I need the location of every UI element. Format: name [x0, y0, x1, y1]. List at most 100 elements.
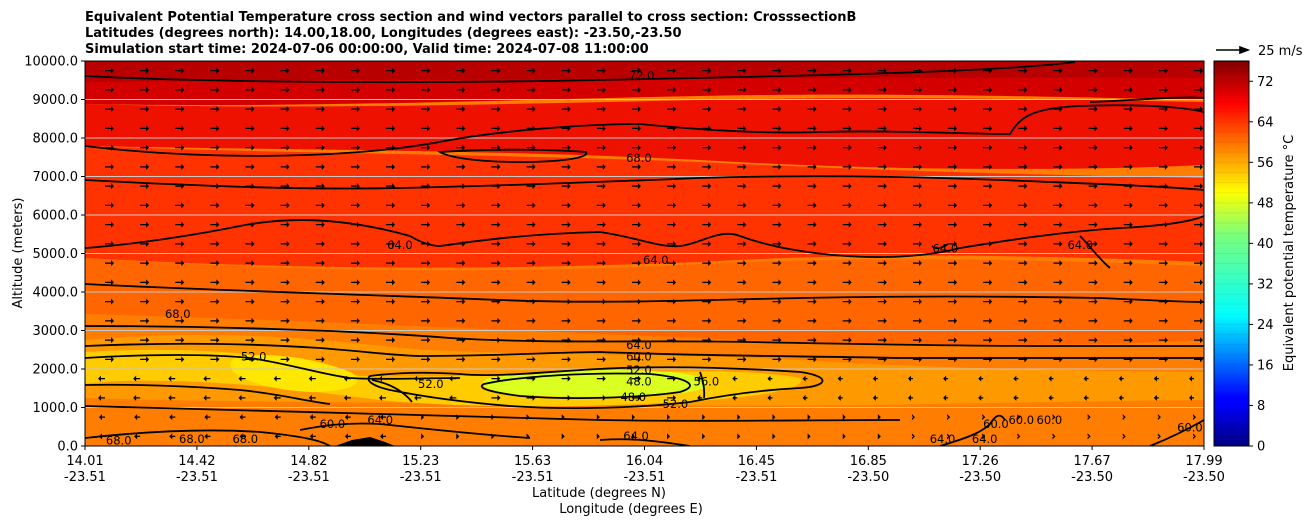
wind-vector	[737, 298, 747, 305]
wind-vector	[1158, 221, 1168, 228]
wind-vector	[315, 163, 325, 170]
wind-vector	[802, 394, 808, 401]
wind-vector	[350, 125, 360, 132]
wind-vector	[526, 317, 536, 324]
wind-vector	[561, 375, 571, 382]
wind-vector	[912, 183, 922, 190]
wind-vector	[491, 414, 495, 421]
y-tick-label: 7000.0	[33, 170, 79, 185]
wind-vector	[1088, 86, 1098, 93]
wind-vector	[1053, 356, 1063, 363]
wind-vector	[667, 279, 677, 286]
wind-vector	[737, 86, 747, 93]
wind-vector	[1083, 394, 1089, 401]
wind-vector	[1194, 221, 1203, 228]
wind-vector	[175, 183, 185, 190]
wind-vector	[210, 163, 220, 170]
wind-vector	[140, 144, 150, 151]
x-tick-label-lon: -23.50	[1071, 470, 1113, 485]
wind-vector	[912, 86, 922, 93]
wind-vector	[140, 317, 150, 324]
wind-vector	[105, 279, 114, 286]
wind-vector	[943, 394, 949, 401]
wind-vector	[737, 240, 747, 247]
contour-56a	[85, 354, 461, 380]
wind-vector	[1018, 298, 1028, 305]
wind-vector	[175, 279, 185, 286]
wind-vector	[767, 394, 773, 401]
wind-vector	[872, 394, 878, 401]
wind-vector	[842, 260, 852, 267]
wind-vector	[99, 433, 105, 440]
contour-labels: 72.068.064.064.0 64.0 64.068.052.064.060.0…	[106, 68, 1203, 446]
y-tick-label: 9000.0	[33, 93, 79, 108]
wind-vector	[491, 106, 501, 113]
wind-vector	[631, 240, 641, 247]
wind-vector	[210, 240, 220, 247]
wind-vector	[140, 337, 150, 344]
wind-vector	[421, 125, 431, 132]
wind-vector	[772, 163, 782, 170]
wind-vector	[315, 86, 325, 93]
contour-label: 68.0	[165, 307, 191, 321]
wind-vector	[421, 202, 431, 209]
wind-vector	[315, 260, 325, 267]
wind-vector	[1194, 260, 1203, 267]
wind-vector	[210, 86, 220, 93]
wind-vector	[1052, 433, 1056, 440]
wind-vector	[631, 356, 641, 363]
wind-vector	[421, 67, 431, 74]
wind-vector	[491, 394, 501, 401]
wind-vector	[280, 202, 290, 209]
wind-vector	[667, 414, 671, 421]
wind-vector	[842, 144, 852, 151]
contour-60	[85, 342, 1204, 359]
x-tick-label-lon: -23.51	[512, 470, 554, 485]
wind-vector	[842, 240, 852, 247]
quiver-key: 25 m/s	[1216, 44, 1303, 59]
wind-vector	[948, 260, 958, 267]
wind-vector	[1088, 183, 1098, 190]
wind-vector	[702, 337, 712, 344]
wind-vector	[1088, 67, 1098, 74]
wind-vector	[105, 317, 114, 324]
wind-vector	[1053, 106, 1063, 113]
wind-vector	[175, 221, 185, 228]
wind-vector	[1122, 414, 1126, 421]
wind-vector	[697, 394, 703, 401]
wind-vector	[1053, 183, 1063, 190]
wind-vector	[105, 221, 114, 228]
contour-label: 48.0	[620, 390, 646, 404]
wind-vector	[772, 86, 782, 93]
wind-vector	[491, 163, 501, 170]
wind-vector	[737, 163, 747, 170]
wind-vector	[1018, 67, 1028, 74]
contour-64f	[599, 438, 691, 446]
wind-vector	[210, 106, 220, 113]
y-tick-label: 8000.0	[33, 132, 79, 147]
wind-vector	[807, 221, 817, 228]
wind-vector	[596, 375, 606, 382]
wind-vector	[842, 67, 852, 74]
wind-vector	[631, 144, 641, 151]
wind-vector	[596, 144, 606, 151]
colorbar-tick-label: 16	[1257, 358, 1274, 373]
contour-label: 52.0	[418, 377, 444, 391]
wind-vector	[105, 163, 114, 170]
wind-vector	[245, 106, 255, 113]
wind-vector	[168, 394, 176, 401]
wind-vector	[105, 337, 114, 344]
wind-vector	[1018, 144, 1028, 151]
wind-vector	[596, 279, 606, 286]
wind-vector	[772, 298, 782, 305]
wind-vector	[1053, 337, 1063, 344]
wind-vector	[1118, 375, 1124, 382]
wind-vector	[280, 67, 290, 74]
wind-vector	[315, 221, 325, 228]
wind-vector	[491, 375, 501, 382]
wind-vector	[702, 125, 712, 132]
title-line-2: Latitudes (degrees north): 14.00,18.00, …	[85, 26, 682, 41]
wind-vector	[491, 86, 501, 93]
wind-vector	[526, 279, 536, 286]
